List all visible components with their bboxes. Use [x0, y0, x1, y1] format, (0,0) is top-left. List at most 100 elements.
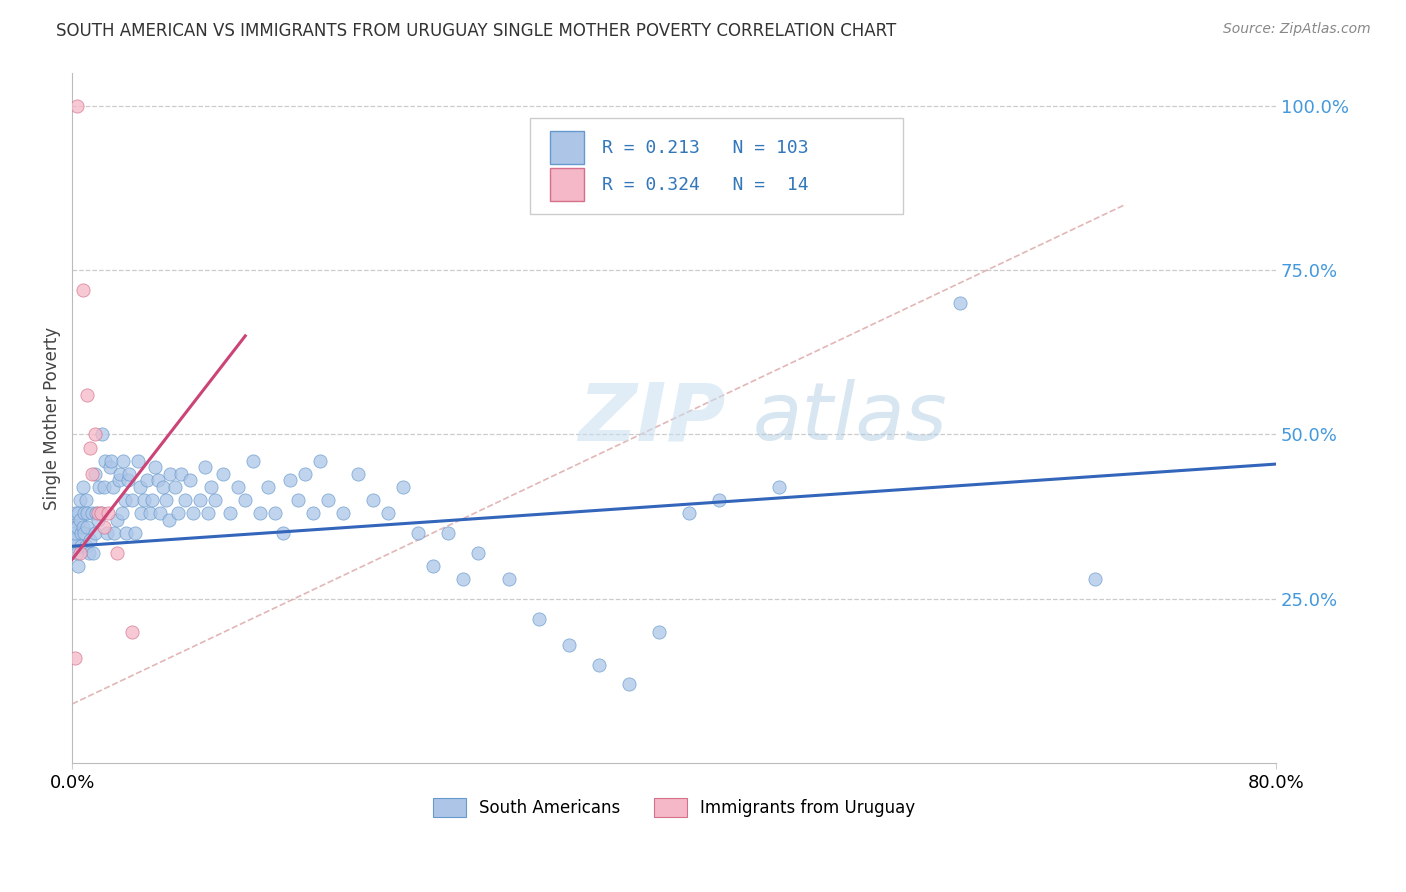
Point [211, 467, 233, 481]
Point [65, 526, 87, 541]
Point [69, 546, 91, 560]
Point [131, 507, 153, 521]
Point [97, 507, 120, 521]
Point [62, 519, 84, 533]
Point [169, 467, 191, 481]
Text: R = 0.324   N =  14: R = 0.324 N = 14 [602, 176, 808, 194]
Point [65, 651, 87, 665]
Point [105, 546, 128, 560]
Point [141, 493, 163, 508]
Point [453, 572, 475, 586]
FancyBboxPatch shape [530, 118, 903, 214]
Point [302, 507, 325, 521]
Point [118, 467, 141, 481]
Point [65, 507, 87, 521]
Text: atlas: atlas [752, 379, 948, 457]
FancyBboxPatch shape [550, 168, 583, 201]
Point [93, 519, 115, 533]
Point [148, 507, 170, 521]
Point [112, 454, 135, 468]
Legend: South Americans, Immigrants from Uruguay: South Americans, Immigrants from Uruguay [426, 791, 922, 824]
Point [83, 427, 105, 442]
Point [294, 467, 316, 481]
Point [155, 493, 177, 508]
Point [768, 480, 790, 494]
Point [264, 507, 287, 521]
Text: SOUTH AMERICAN VS IMMIGRANTS FROM URUGUAY SINGLE MOTHER POVERTY CORRELATION CHAR: SOUTH AMERICAN VS IMMIGRANTS FROM URUGUA… [56, 22, 897, 40]
Point [76, 507, 98, 521]
Point [648, 624, 671, 639]
Point [527, 611, 550, 625]
Point [204, 493, 226, 508]
Point [73, 526, 96, 541]
Point [62, 533, 84, 547]
Point [159, 467, 181, 481]
Point [249, 507, 271, 521]
Point [80, 467, 103, 481]
Point [256, 480, 278, 494]
Point [194, 460, 217, 475]
Point [134, 493, 156, 508]
Point [76, 388, 98, 402]
Point [66, 99, 89, 113]
Point [83, 467, 105, 481]
Point [392, 480, 415, 494]
Point [163, 480, 186, 494]
Point [678, 507, 700, 521]
Point [87, 507, 110, 521]
Point [316, 493, 339, 508]
Point [121, 624, 143, 639]
Point [96, 526, 118, 541]
Point [143, 460, 166, 475]
Text: ZIP: ZIP [578, 379, 725, 457]
Point [197, 507, 219, 521]
Point [98, 460, 121, 475]
Point [101, 480, 124, 494]
Point [152, 480, 174, 494]
Point [157, 513, 180, 527]
Point [1084, 572, 1107, 586]
Point [422, 558, 444, 573]
Point [93, 480, 115, 494]
Point [115, 526, 138, 541]
Point [179, 474, 201, 488]
Point [84, 507, 107, 521]
Point [139, 507, 162, 521]
Point [309, 454, 332, 468]
Point [271, 526, 294, 541]
Point [75, 493, 97, 508]
Point [233, 493, 256, 508]
Point [242, 454, 264, 468]
Point [83, 526, 105, 541]
Point [361, 493, 384, 508]
Point [70, 539, 93, 553]
Point [408, 526, 430, 541]
Point [127, 454, 149, 468]
Point [62, 539, 84, 553]
Point [69, 493, 91, 508]
Point [70, 526, 93, 541]
Point [174, 493, 197, 508]
Point [136, 474, 159, 488]
Point [219, 507, 242, 521]
Point [377, 507, 399, 521]
Point [181, 507, 204, 521]
Point [80, 507, 103, 521]
Point [79, 441, 101, 455]
Point [949, 296, 972, 310]
Point [103, 526, 125, 541]
Point [87, 513, 110, 527]
Point [117, 474, 139, 488]
Point [76, 519, 98, 533]
Point [146, 474, 169, 488]
Point [709, 493, 731, 508]
Point [280, 474, 302, 488]
Point [67, 507, 90, 521]
Point [347, 467, 370, 481]
Point [617, 677, 640, 691]
Text: R = 0.213   N = 103: R = 0.213 N = 103 [602, 138, 808, 156]
Point [498, 572, 520, 586]
Point [90, 507, 112, 521]
Point [437, 526, 460, 541]
Point [124, 526, 146, 541]
